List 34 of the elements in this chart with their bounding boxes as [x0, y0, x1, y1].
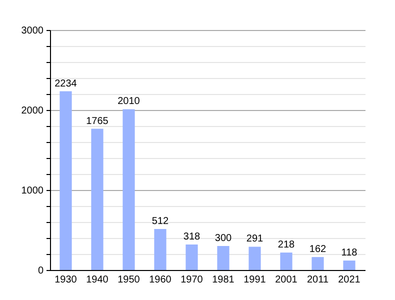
y-tick-label: 1000 [21, 186, 44, 196]
bar [186, 244, 198, 270]
data-label: 318 [183, 232, 201, 243]
data-label: 218 [278, 240, 296, 251]
data-label: 2010 [118, 96, 140, 108]
data-label: 2234 [54, 78, 78, 90]
x-tick-label: 1960 [149, 274, 172, 286]
x-tick-label: 1970 [180, 274, 204, 286]
bar [122, 109, 135, 270]
bar [217, 246, 230, 270]
bar [343, 260, 356, 270]
x-tick-label: 2001 [275, 274, 298, 286]
bar [91, 128, 104, 270]
y-tick-label: 2000 [21, 106, 44, 116]
data-label: 300 [214, 233, 232, 244]
data-label: 512 [152, 216, 170, 228]
bar [248, 246, 261, 270]
data-label: 1765 [86, 116, 109, 127]
x-tick-label: 1950 [118, 274, 140, 286]
y-tick-label: 3000 [21, 26, 44, 36]
x-tick-label: 1930 [54, 274, 78, 286]
data-label: 291 [246, 234, 264, 245]
bar [154, 229, 166, 270]
x-tick-label: 1991 [244, 274, 266, 286]
x-tick-label: 2021 [338, 274, 361, 286]
data-label: 162 [309, 244, 327, 256]
bar [280, 252, 292, 270]
y-tick-label: 0 [38, 266, 44, 276]
x-tick-label: 1940 [86, 274, 109, 286]
bar [312, 257, 324, 270]
bar [60, 91, 72, 270]
data-label: 118 [341, 248, 358, 259]
x-tick-label: 1981 [212, 274, 235, 286]
x-tick-label: 2011 [306, 274, 329, 286]
